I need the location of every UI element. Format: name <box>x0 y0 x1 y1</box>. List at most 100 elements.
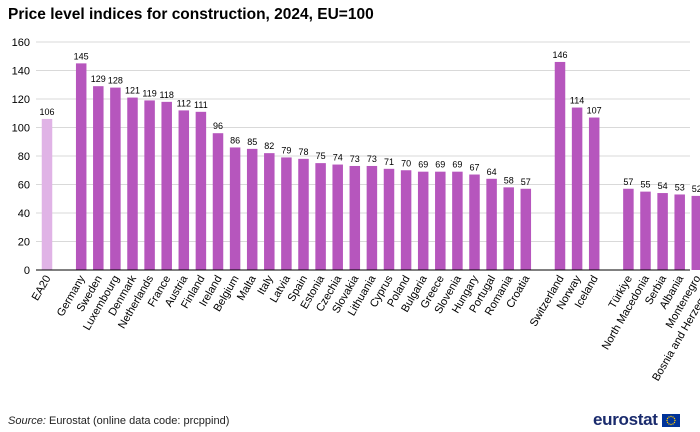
bar <box>195 111 207 270</box>
data-label: 73 <box>367 154 377 164</box>
data-label: 52 <box>692 184 700 194</box>
chart-title: Price level indices for construction, 20… <box>8 6 374 23</box>
bar <box>691 195 700 270</box>
flag-star <box>673 417 675 419</box>
bar <box>41 118 53 270</box>
bar <box>349 165 361 270</box>
bar <box>161 101 172 270</box>
flag-star <box>666 417 668 419</box>
bar <box>520 188 532 270</box>
y-tick-label: 100 <box>12 123 30 135</box>
data-label: 55 <box>640 180 650 190</box>
y-tick-label: 120 <box>12 94 30 106</box>
bar <box>486 178 497 270</box>
bar <box>674 194 685 270</box>
y-tick-label: 160 <box>12 37 30 49</box>
data-label: 107 <box>587 106 602 116</box>
y-tick-label: 80 <box>18 151 30 163</box>
flag-star <box>666 421 668 423</box>
bar <box>246 148 258 270</box>
x-axis: EA20 GermanySwedenLuxembourgDenmarkNether… <box>30 273 700 384</box>
bar <box>383 168 395 270</box>
bars <box>41 61 700 271</box>
data-label: 121 <box>125 86 140 96</box>
y-tick-label: 40 <box>18 208 30 220</box>
bar <box>264 153 275 270</box>
data-label: 71 <box>384 157 394 167</box>
data-label: 69 <box>418 160 428 170</box>
data-label: 70 <box>401 158 411 168</box>
data-label: 67 <box>469 163 479 173</box>
data-label: 119 <box>142 88 156 98</box>
data-label: 57 <box>521 177 531 187</box>
eu-flag-icon <box>661 413 680 427</box>
y-axis: 0 20 40 60 80 100 120 140 160 <box>12 37 690 277</box>
bar <box>281 157 292 270</box>
flag-star <box>673 421 675 423</box>
source-text: Eurostat (online data code: prcppind) <box>45 415 230 427</box>
y-tick-label: 140 <box>12 66 30 78</box>
logo-text: eurostat <box>593 410 658 429</box>
data-label: 75 <box>316 151 326 161</box>
flag-star <box>673 419 676 421</box>
data-label: 78 <box>298 147 308 157</box>
data-label: 69 <box>435 160 445 170</box>
bar <box>503 187 514 270</box>
bar <box>588 117 600 271</box>
data-label: 64 <box>487 167 497 177</box>
data-label: 146 <box>552 50 567 60</box>
flag-star <box>667 415 670 418</box>
flag-star <box>665 419 668 421</box>
bar <box>212 133 224 270</box>
data-label: 106 <box>39 107 54 117</box>
data-label: 118 <box>160 90 174 100</box>
data-label: 58 <box>504 175 514 185</box>
flag-star <box>669 415 672 417</box>
flag-star <box>669 423 672 425</box>
bar <box>366 165 378 270</box>
bar <box>452 171 463 270</box>
bar <box>554 61 566 271</box>
data-label: 53 <box>675 182 685 192</box>
bar <box>75 63 87 270</box>
flag-star <box>671 422 674 425</box>
data-label: 145 <box>74 51 89 61</box>
y-tick-label: 0 <box>24 265 30 277</box>
data-label: 74 <box>333 153 343 163</box>
bar <box>298 158 309 270</box>
data-label: 86 <box>230 135 240 145</box>
data-label: 114 <box>570 96 584 106</box>
data-label: 129 <box>91 74 106 84</box>
data-label: 69 <box>452 160 462 170</box>
data-label: 112 <box>177 98 191 108</box>
bar <box>229 147 241 270</box>
bar <box>93 86 104 270</box>
bar <box>417 171 429 270</box>
x-tick-label: EA20 <box>30 274 54 303</box>
x-tick-label: Malta <box>235 273 259 303</box>
flag-star <box>667 422 670 425</box>
bar <box>110 87 121 270</box>
bar <box>657 193 668 270</box>
bar <box>178 110 190 271</box>
bar <box>315 163 326 270</box>
data-label: 79 <box>281 145 291 155</box>
flag-star <box>671 415 674 418</box>
bar <box>332 164 343 270</box>
data-label: 57 <box>623 177 633 187</box>
bar <box>400 170 412 270</box>
data-label: 128 <box>108 76 123 86</box>
data-label: 82 <box>264 141 274 151</box>
y-tick-label: 60 <box>18 180 30 192</box>
source-label: Source: <box>8 415 46 427</box>
bar <box>623 188 634 270</box>
y-tick-label: 20 <box>18 237 30 249</box>
bar <box>127 97 138 270</box>
data-label: 73 <box>350 154 360 164</box>
bar <box>571 107 583 270</box>
data-label: 96 <box>213 121 223 131</box>
bar <box>469 174 480 270</box>
eurostat-logo: eurostat <box>593 410 680 430</box>
